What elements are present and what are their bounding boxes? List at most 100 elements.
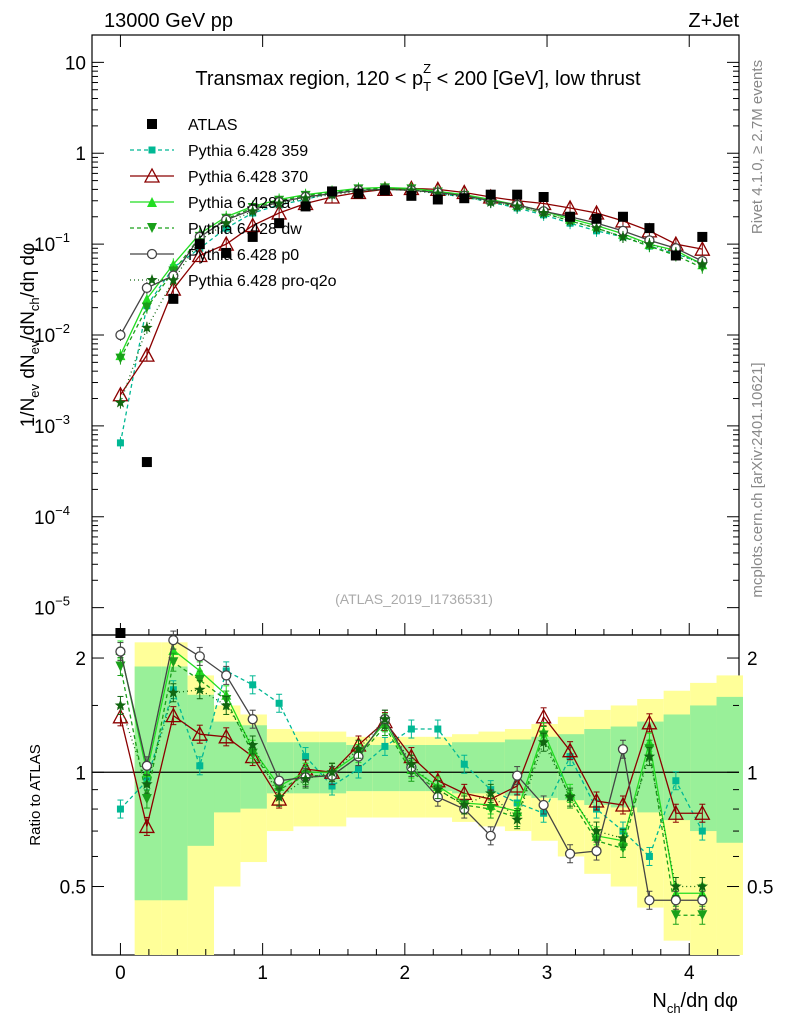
analysis-tag: (ATLAS_2019_I1736531) bbox=[335, 591, 493, 607]
ratio-point-pythia-6-428-pro-q2o bbox=[352, 743, 365, 755]
legend-marker bbox=[147, 197, 157, 207]
ratio-point-pythia-6-428-359 bbox=[434, 725, 442, 733]
x-tick-label: 4 bbox=[684, 963, 695, 984]
data-point-pythia-6-428-pro-q2o bbox=[485, 196, 497, 207]
y-tick-label: 1 bbox=[75, 144, 86, 165]
atlas-data-point bbox=[697, 231, 708, 242]
data-point-pythia-6-428-a bbox=[141, 293, 152, 304]
legend-marker bbox=[146, 248, 158, 260]
legend-label: Pythia 6.428 a bbox=[188, 195, 290, 212]
green-band bbox=[452, 742, 479, 794]
atlas-data-point bbox=[379, 185, 390, 196]
ratio-point-pythia-6-428-dw bbox=[141, 794, 152, 805]
legend-marker bbox=[146, 274, 158, 285]
data-point-pythia-6-428-dw bbox=[115, 353, 126, 364]
ratio-point-pythia-6-428-pro-q2o bbox=[643, 750, 656, 762]
legend-marker bbox=[148, 146, 156, 154]
legend: ATLAS Pythia 6.428 359 Pythia 6.428 370 Pyt… bbox=[130, 117, 337, 290]
green-band bbox=[372, 744, 400, 792]
ratio-point-pythia-6-428-370 bbox=[138, 818, 155, 834]
data-point-pythia-6-428-370 bbox=[138, 346, 155, 362]
x-axis-label: Nch/dη dφ bbox=[652, 990, 738, 1016]
legend-marker-atlas bbox=[147, 119, 157, 129]
y-tick-label: 10−1 bbox=[34, 230, 70, 256]
atlas-data-point bbox=[485, 189, 496, 200]
atlas-data-point bbox=[406, 190, 417, 201]
atlas-data-point bbox=[247, 231, 258, 242]
green-band bbox=[161, 666, 188, 901]
ratio-point-pythia-6-428-pro-q2o bbox=[458, 798, 470, 810]
ratio-point-pythia-6-428-pro-q2o bbox=[326, 766, 338, 778]
green-band bbox=[478, 742, 505, 794]
ratio-point-pythia-6-428-370 bbox=[165, 707, 182, 723]
data-point-pythia-6-428-pro-q2o bbox=[246, 205, 259, 217]
atlas-data-point bbox=[670, 250, 681, 261]
ratio-point-pythia-6-428-p0 bbox=[538, 799, 549, 811]
ratio-point-pythia-6-428-370 bbox=[694, 804, 711, 820]
green-band bbox=[716, 696, 743, 843]
ratio-point-pythia-6-428-359 bbox=[116, 805, 124, 813]
series-line-pythia-6-428-a bbox=[119, 186, 703, 356]
mcplots-label: mcplots.cern.ch [arXiv:2401.10621] bbox=[749, 362, 766, 597]
ratio-point-pythia-6-428-359 bbox=[249, 681, 257, 689]
ratio-point-pythia-6-428-359 bbox=[672, 777, 680, 785]
atlas-data-point bbox=[512, 189, 523, 200]
ratio-point-pythia-6-428-370 bbox=[218, 728, 235, 744]
data-point-pythia-6-428-pro-q2o bbox=[405, 184, 418, 196]
green-band bbox=[531, 736, 558, 798]
atlas-data-point bbox=[432, 194, 443, 205]
data-point-pythia-6-428-pro-q2o bbox=[643, 238, 656, 249]
legend-label-atlas: ATLAS bbox=[188, 117, 238, 134]
data-point-pythia-6-428-p0 bbox=[141, 282, 153, 294]
atlas-data-point bbox=[194, 239, 205, 250]
data-point-pythia-6-428-pro-q2o bbox=[220, 217, 232, 229]
ratio-point-pythia-6-428-370 bbox=[641, 714, 658, 730]
ratio-point-pythia-6-428-p0 bbox=[644, 895, 655, 906]
atlas-data-point bbox=[221, 247, 232, 258]
data-point-pythia-6-428-pro-q2o bbox=[696, 258, 709, 270]
data-point-pythia-6-428-p0 bbox=[115, 329, 126, 341]
legend-label: Pythia 6.428 p0 bbox=[188, 247, 299, 264]
ratio-point-pythia-6-428-359 bbox=[698, 827, 706, 835]
ratio-tick-label: 0.5 bbox=[60, 878, 86, 899]
ratio-point-pythia-6-428-p0 bbox=[564, 848, 576, 859]
ratio-point-pythia-6-428-pro-q2o bbox=[537, 736, 550, 748]
x-tick-label: 2 bbox=[400, 963, 411, 984]
ratio-point-pythia-6-428-370 bbox=[112, 708, 129, 724]
data-point-pythia-6-428-pro-q2o bbox=[511, 200, 523, 212]
ratio-tick-label-right: 0.5 bbox=[747, 878, 773, 899]
ratio-point-pythia-6-428-dw bbox=[697, 910, 708, 921]
ratio-point-pythia-6-428-359 bbox=[381, 742, 389, 750]
ratio-point-pythia-6-428-pro-q2o bbox=[485, 787, 497, 799]
ratio-point-pythia-6-428-pro-q2o bbox=[141, 778, 153, 790]
ratio-point-pythia-6-428-p0 bbox=[485, 830, 496, 841]
green-band bbox=[663, 714, 691, 821]
x-tick-label: 3 bbox=[542, 963, 553, 984]
y-tick-label: 10−5 bbox=[34, 594, 70, 620]
ratio-tick-label: 1 bbox=[75, 763, 86, 784]
x-tick-label: 1 bbox=[257, 963, 268, 984]
ratio-point-pythia-6-428-pro-q2o bbox=[220, 699, 232, 711]
ratio-point-pythia-6-428-pro-q2o bbox=[273, 791, 285, 802]
ratio-point-pythia-6-428-dw bbox=[617, 843, 628, 854]
ratio-point-pythia-6-428-pro-q2o bbox=[246, 738, 259, 750]
green-band bbox=[187, 694, 215, 846]
ratio-point-pythia-6-428-pro-q2o bbox=[696, 880, 709, 892]
ratio-point-pythia-6-428-370 bbox=[191, 725, 208, 741]
data-point-pythia-6-428-359 bbox=[116, 439, 124, 447]
ratio-point-pythia-6-428-dw bbox=[168, 657, 179, 668]
legend-label: Pythia 6.428 359 bbox=[188, 143, 308, 160]
ratio-point-pythia-6-428-359 bbox=[196, 762, 204, 770]
x-tick-label: 0 bbox=[115, 963, 126, 984]
ratio-series-layer bbox=[112, 630, 711, 925]
ratio-point-pythia-6-428-dw bbox=[194, 675, 205, 686]
atlas-data-point bbox=[274, 218, 285, 229]
ratio-point-pythia-6-428-pro-q2o bbox=[590, 825, 603, 836]
ratio-point-pythia-6-428-p0 bbox=[617, 744, 629, 755]
data-point-pythia-6-428-pro-q2o bbox=[299, 192, 312, 204]
ratio-point-pythia-6-428-359 bbox=[302, 753, 310, 761]
atlas-data-point bbox=[115, 628, 126, 638]
ratio-point-pythia-6-428-pro-q2o bbox=[432, 783, 444, 795]
ratio-point-pythia-6-428-pro-q2o bbox=[194, 683, 206, 695]
